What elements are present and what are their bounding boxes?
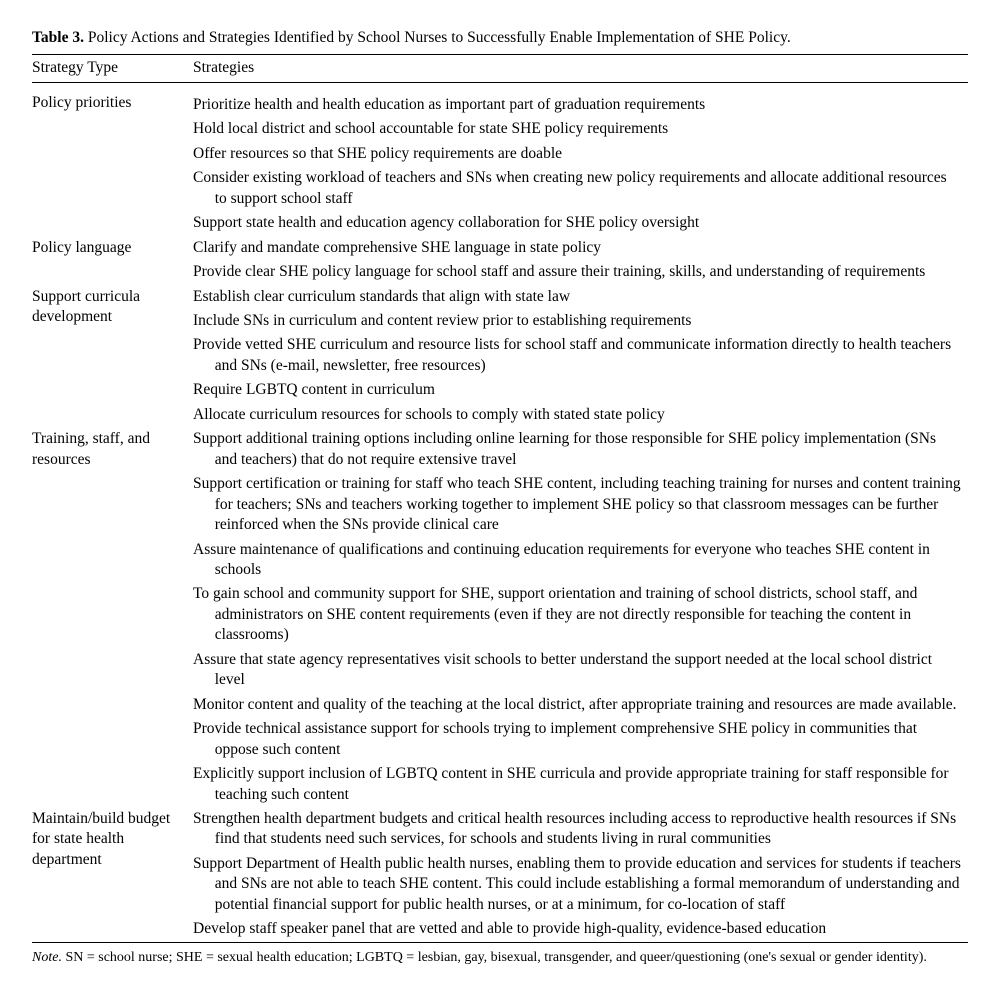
- strategy-item: Establish clear curriculum standards tha…: [193, 285, 962, 309]
- strategy-type-cell: Policy language: [32, 236, 193, 285]
- table-number: Table 3.: [32, 29, 84, 46]
- strategies-cell: Establish clear curriculum standards tha…: [193, 285, 968, 428]
- strategy-type-cell: Training, staff, and resources: [32, 427, 193, 807]
- table-header-row: Strategy Type Strategies: [32, 55, 968, 82]
- col-header-strategies: Strategies: [193, 55, 968, 82]
- note-text: SN = school nurse; SHE = sexual health e…: [62, 950, 927, 965]
- strategy-item: Require LGBTQ content in curriculum: [193, 378, 962, 402]
- strategies-cell: Clarify and mandate comprehensive SHE la…: [193, 236, 968, 285]
- strategy-item: Support Department of Health public heal…: [193, 852, 962, 917]
- strategy-item: Prioritize health and health education a…: [193, 93, 962, 117]
- strategy-type-cell: Policy priorities: [32, 82, 193, 235]
- strategy-type-cell: Support curricula development: [32, 285, 193, 428]
- strategy-item: Consider existing workload of teachers a…: [193, 166, 962, 211]
- strategy-item: Develop staff speaker panel that are vet…: [193, 917, 962, 941]
- table-note: Note. SN = school nurse; SHE = sexual he…: [32, 949, 968, 967]
- strategy-item: Explicitly support inclusion of LGBTQ co…: [193, 762, 962, 807]
- strategies-cell: Prioritize health and health education a…: [193, 82, 968, 235]
- strategy-item: Provide technical assistance support for…: [193, 717, 962, 762]
- strategy-item: Support additional training options incl…: [193, 427, 962, 472]
- col-header-type: Strategy Type: [32, 55, 193, 82]
- strategy-item: Hold local district and school accountab…: [193, 117, 962, 141]
- strategy-item: Support state health and education agenc…: [193, 211, 962, 235]
- strategy-item: Strengthen health department budgets and…: [193, 807, 962, 852]
- strategy-item: Provide vetted SHE curriculum and resour…: [193, 333, 962, 378]
- table-row: Training, staff, and resourcesSupport ad…: [32, 427, 968, 807]
- table-title: Table 3. Policy Actions and Strategies I…: [32, 28, 968, 48]
- strategies-table: Strategy Type Strategies Policy prioriti…: [32, 54, 968, 942]
- strategy-item: Clarify and mandate comprehensive SHE la…: [193, 236, 962, 260]
- table-row: Policy prioritiesPrioritize health and h…: [32, 82, 968, 235]
- strategy-item: To gain school and community support for…: [193, 582, 962, 647]
- table-row: Policy languageClarify and mandate compr…: [32, 236, 968, 285]
- note-prefix: Note.: [32, 950, 62, 965]
- table-body: Policy prioritiesPrioritize health and h…: [32, 82, 968, 942]
- strategies-cell: Support additional training options incl…: [193, 427, 968, 807]
- table-row: Maintain/build budget for state health d…: [32, 807, 968, 942]
- strategy-item: Assure that state agency representatives…: [193, 648, 962, 693]
- strategy-item: Monitor content and quality of the teach…: [193, 693, 962, 717]
- strategy-item: Support certification or training for st…: [193, 472, 962, 537]
- strategies-cell: Strengthen health department budgets and…: [193, 807, 968, 942]
- strategy-item: Provide clear SHE policy language for sc…: [193, 260, 962, 284]
- strategy-type-cell: Maintain/build budget for state health d…: [32, 807, 193, 942]
- strategy-item: Offer resources so that SHE policy requi…: [193, 142, 962, 166]
- strategy-item: Assure maintenance of qualifications and…: [193, 538, 962, 583]
- table-caption: Policy Actions and Strategies Identified…: [84, 29, 791, 46]
- table-row: Support curricula developmentEstablish c…: [32, 285, 968, 428]
- strategy-item: Allocate curriculum resources for school…: [193, 403, 962, 427]
- strategy-item: Include SNs in curriculum and content re…: [193, 309, 962, 333]
